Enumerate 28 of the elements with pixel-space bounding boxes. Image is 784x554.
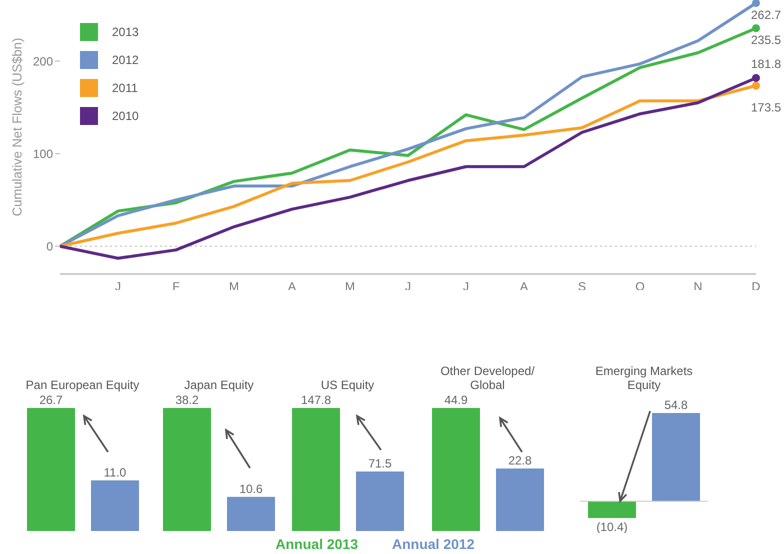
data-label: 10.6 xyxy=(239,482,263,496)
legend-label: 2013 xyxy=(112,25,139,39)
data-label: 147.8 xyxy=(300,393,332,407)
series-label: Annual 2013 xyxy=(276,536,358,552)
chart-title: Emerging Markets Equity xyxy=(594,364,694,392)
chart-title: Japan Equity xyxy=(184,378,254,392)
data-label: 54.8 xyxy=(664,398,688,412)
data-label: 22.8 xyxy=(508,454,532,468)
chart-title: Pan European Equity xyxy=(26,378,140,392)
data-label: 38.2 xyxy=(175,393,199,407)
data-label: 71.5 xyxy=(368,456,392,470)
data-label: 11.0 xyxy=(104,465,127,480)
series-label: Annual 2012 xyxy=(392,536,474,552)
data-label: 181.8 xyxy=(750,56,782,71)
data-label: 26.7 xyxy=(39,393,63,407)
legend-label: 2011 xyxy=(112,81,138,95)
y-axis-title: Cumulative Net Flows (US$bn) xyxy=(9,38,24,216)
data-label: 235.5 xyxy=(750,33,782,48)
data-label: 44.9 xyxy=(444,393,468,407)
legend-label: 2012 xyxy=(112,53,139,67)
y-tick-label: 200 xyxy=(32,54,54,68)
chart-title: Other Developed/ Global xyxy=(439,364,536,392)
data-label: 262.7 xyxy=(750,8,782,22)
y-tick-label: 0 xyxy=(46,239,54,254)
y-tick-label: 100 xyxy=(32,146,54,161)
chart-title: US Equity xyxy=(320,378,374,392)
data-label: 173.5 xyxy=(750,100,782,115)
legend-label: 2010 xyxy=(112,109,139,123)
